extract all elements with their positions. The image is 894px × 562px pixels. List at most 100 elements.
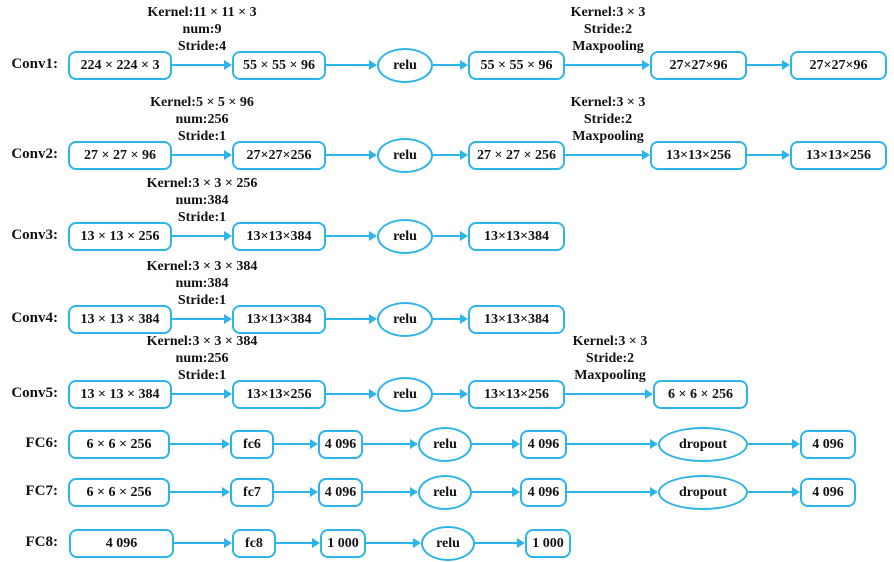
tensor-box: 27×27×256 — [232, 141, 326, 170]
annotation-line: Stride:2 — [583, 22, 633, 37]
tensor-box: 13×13×384 — [468, 222, 565, 251]
annotation-line: Maxpooling — [574, 368, 646, 383]
conv-params-annotation: Kernel:3 × 3 × 384 num:384 Stride:1 — [82, 258, 322, 309]
flow-arrow — [748, 439, 800, 449]
tensor-box: fc7 — [230, 478, 274, 507]
tensor-box: 4 096 — [69, 529, 174, 558]
annotation-line: Maxpooling — [572, 129, 644, 144]
tensor-box: 1 000 — [525, 529, 571, 558]
tensor-box: 6 × 6 × 256 — [68, 478, 170, 507]
flow-arrow — [565, 150, 650, 160]
flow-arrow — [366, 538, 421, 548]
flow-arrow — [567, 487, 658, 497]
flow-arrow — [433, 314, 468, 324]
annotation-line: Kernel:5 × 5 × 96 — [150, 95, 254, 110]
tensor-box: 13×13×256 — [468, 380, 565, 409]
maxpool-params-annotation: Kernel:3 × 3 Stride:2 Maxpooling — [488, 4, 728, 55]
tensor-box: 55 × 55 × 96 — [232, 51, 326, 80]
flow-arrow — [276, 538, 320, 548]
tensor-box: 6 × 6 × 256 — [653, 380, 748, 409]
tensor-box: 55 × 55 × 96 — [468, 51, 565, 80]
flow-arrow — [172, 314, 232, 324]
flow-arrow — [174, 538, 232, 548]
flow-arrow — [433, 150, 468, 160]
flow-arrow — [565, 389, 653, 399]
row-label-fc6: FC6: — [25, 435, 59, 451]
row-label-conv5: Conv5: — [11, 385, 58, 401]
tensor-box: 13×13×384 — [468, 305, 565, 334]
relu-op-ellipse: relu — [377, 138, 433, 173]
relu-op-ellipse: relu — [377, 377, 433, 412]
annotation-line: Stride:1 — [177, 368, 227, 383]
flow-arrow — [363, 487, 418, 497]
annotation-line: Maxpooling — [572, 39, 644, 54]
annotation-line: Stride:4 — [177, 39, 227, 54]
conv-params-annotation: Kernel:11 × 11 × 3 num:9 Stride:4 — [82, 4, 322, 55]
flow-arrow — [170, 439, 230, 449]
relu-op-ellipse: relu — [377, 302, 433, 337]
maxpool-params-annotation: Kernel:3 × 3 Stride:2 Maxpooling — [490, 333, 730, 384]
flow-arrow — [565, 60, 650, 70]
tensor-box: 4 096 — [800, 430, 856, 459]
annotation-line: Stride:1 — [177, 293, 227, 308]
relu-op-ellipse: relu — [421, 526, 475, 561]
tensor-box: 27 × 27 × 256 — [468, 141, 565, 170]
annotation-line: Kernel:3 × 3 — [570, 95, 646, 110]
relu-op-ellipse: relu — [377, 48, 433, 83]
tensor-box: fc6 — [230, 430, 274, 459]
flow-arrow — [472, 487, 520, 497]
flow-arrow — [274, 439, 318, 449]
conv-params-annotation: Kernel:5 × 5 × 96 num:256 Stride:1 — [82, 94, 322, 145]
annotation-line: Kernel:3 × 3 — [572, 334, 648, 349]
annotation-line: Kernel:3 × 3 × 384 — [146, 334, 258, 349]
row-label-fc7: FC7: — [25, 483, 59, 499]
annotation-line: Kernel:11 × 11 × 3 — [147, 5, 257, 20]
flow-arrow — [172, 150, 232, 160]
tensor-box: 4 096 — [520, 430, 567, 459]
dropout-op-ellipse: dropout — [658, 427, 748, 462]
flow-arrow — [748, 487, 800, 497]
conv-params-annotation: Kernel:3 × 3 × 384 num:256 Stride:1 — [82, 333, 322, 384]
flow-arrow — [172, 60, 232, 70]
tensor-box: 4 096 — [520, 478, 567, 507]
flow-arrow — [326, 231, 377, 241]
annotation-line: Kernel:3 × 3 × 256 — [146, 176, 258, 191]
annotation-line: Stride:2 — [585, 351, 635, 366]
dropout-op-ellipse: dropout — [658, 475, 748, 510]
flow-arrow — [326, 389, 377, 399]
flow-arrow — [363, 439, 418, 449]
flow-arrow — [326, 314, 377, 324]
tensor-box: 13×13×384 — [232, 222, 326, 251]
annotation-line: Stride:1 — [177, 210, 227, 225]
tensor-box: 4 096 — [800, 478, 856, 507]
annotation-line: Kernel:3 × 3 × 384 — [146, 259, 258, 274]
row-label-conv3: Conv3: — [11, 227, 58, 243]
conv-params-annotation: Kernel:3 × 3 × 256 num:384 Stride:1 — [82, 175, 322, 226]
tensor-box: 13 × 13 × 256 — [68, 222, 172, 251]
maxpool-params-annotation: Kernel:3 × 3 Stride:2 Maxpooling — [488, 94, 728, 145]
flow-arrow — [170, 487, 230, 497]
tensor-box: fc8 — [232, 529, 276, 558]
annotation-line: Kernel:3 × 3 — [570, 5, 646, 20]
tensor-box: 13×13×256 — [650, 141, 747, 170]
relu-op-ellipse: relu — [418, 427, 472, 462]
row-label-conv4: Conv4: — [11, 310, 58, 326]
flow-arrow — [433, 231, 468, 241]
tensor-box: 13 × 13 × 384 — [68, 380, 172, 409]
annotation-line: num:9 — [182, 22, 222, 37]
tensor-box: 224 × 224 × 3 — [68, 51, 172, 80]
tensor-box: 27 × 27 × 96 — [68, 141, 172, 170]
annotation-line: num:384 — [175, 276, 229, 291]
flow-arrow — [326, 60, 377, 70]
relu-op-ellipse: relu — [377, 219, 433, 254]
tensor-box: 27×27×96 — [790, 51, 887, 80]
tensor-box: 1 000 — [320, 529, 366, 558]
